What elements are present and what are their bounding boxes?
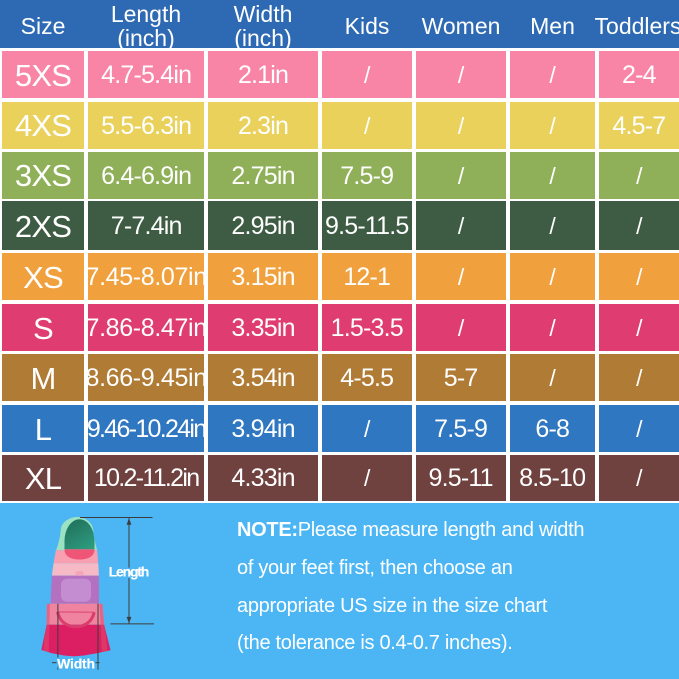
svg-text:Width: Width <box>57 655 95 671</box>
svg-text:Length: Length <box>109 563 149 579</box>
svg-text:Width: Width <box>57 655 95 671</box>
svg-text:Length: Length <box>109 563 149 579</box>
